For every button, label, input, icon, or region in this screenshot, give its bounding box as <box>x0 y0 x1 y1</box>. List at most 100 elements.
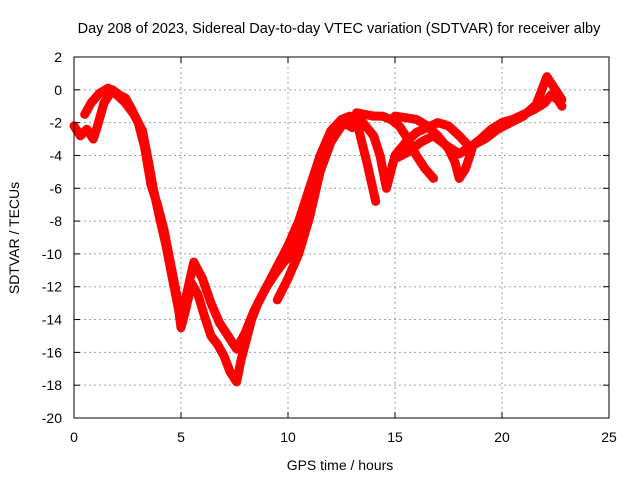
chart-title: Day 208 of 2023, Sidereal Day-to-day VTE… <box>78 21 602 37</box>
x-tick-label: 25 <box>601 429 617 445</box>
data-point <box>76 131 85 140</box>
series-main-track <box>69 85 357 387</box>
y-tick-label: 2 <box>54 49 62 65</box>
data-point <box>95 89 104 98</box>
data-point <box>80 110 89 119</box>
data-point <box>144 159 153 168</box>
data-point <box>468 141 477 150</box>
data-point <box>403 148 412 157</box>
data-point <box>352 108 361 117</box>
data-point <box>376 151 385 160</box>
data-point <box>294 217 303 226</box>
data-point <box>232 377 241 386</box>
data-point <box>219 351 228 360</box>
x-tick-label: 5 <box>177 429 185 445</box>
data-point <box>337 121 346 130</box>
x-tick-label: 15 <box>387 429 403 445</box>
data-point <box>326 138 335 147</box>
data-point <box>450 158 459 167</box>
data-point <box>236 356 245 365</box>
data-point <box>391 154 399 163</box>
data-point <box>249 307 258 316</box>
data-point <box>129 110 138 119</box>
data-point <box>275 258 284 267</box>
tick-layer: 0 5 10 15 20 25-20-18-16-14-12-10-8-6-4-202 <box>42 49 617 445</box>
x-tick-label: 20 <box>494 429 510 445</box>
data-point <box>519 112 528 121</box>
data-point <box>87 98 96 107</box>
data-point <box>361 110 370 119</box>
y-tick-label: 0 <box>54 82 62 98</box>
data-point <box>215 318 224 327</box>
data-point <box>423 121 432 130</box>
data-point <box>273 295 282 304</box>
data-point <box>93 121 102 130</box>
data-point <box>198 274 207 283</box>
data-point <box>412 115 421 124</box>
data-point <box>194 290 203 299</box>
plot-frame <box>73 56 610 419</box>
data-point <box>532 100 541 109</box>
data-point <box>177 323 185 332</box>
data-point <box>391 112 399 121</box>
x-axis-label: GPS time / hours <box>287 457 394 473</box>
series-line <box>352 108 438 183</box>
data-point <box>206 331 215 340</box>
y-tick-label: -12 <box>42 279 62 295</box>
y-tick-label: -18 <box>42 377 62 393</box>
data-point <box>433 118 442 127</box>
y-tick-label: -10 <box>42 246 62 262</box>
data-point <box>121 98 130 107</box>
data-point <box>241 328 250 337</box>
data-point <box>266 274 275 283</box>
data-point <box>455 131 464 140</box>
data-point <box>480 135 489 144</box>
data-point <box>168 274 177 283</box>
data-point <box>429 174 438 183</box>
data-point <box>316 167 325 176</box>
y-tick-label: -6 <box>50 180 63 196</box>
data-point <box>206 299 215 308</box>
data-point <box>305 213 314 222</box>
data-point <box>162 241 171 250</box>
y-tick-label: -4 <box>50 147 63 163</box>
data-point <box>461 164 470 173</box>
data-point <box>181 295 190 304</box>
data-point <box>354 125 363 134</box>
data-point <box>284 274 292 283</box>
series-line <box>80 83 381 354</box>
data-point <box>284 241 292 250</box>
data-point <box>294 249 303 258</box>
data-point <box>551 85 560 94</box>
data-point <box>557 95 566 104</box>
data-point <box>444 121 453 130</box>
data-point <box>382 184 391 193</box>
y-axis-label: SDTVAR / TECUs <box>6 182 22 294</box>
data-point <box>258 290 267 299</box>
series-rising-tail <box>390 72 567 164</box>
data-point <box>99 98 108 107</box>
data-point <box>112 90 121 99</box>
series-line <box>69 85 357 387</box>
data-point <box>412 128 421 137</box>
data-point <box>189 258 198 267</box>
data-point <box>224 331 233 340</box>
data-point <box>455 174 464 183</box>
data-point <box>401 113 410 122</box>
data-point <box>420 164 429 173</box>
series-upper-track <box>80 83 381 354</box>
data-point <box>174 307 183 316</box>
data-point <box>155 213 164 222</box>
data-point <box>371 197 380 206</box>
y-tick-label: -8 <box>50 213 63 229</box>
data-point <box>506 118 515 127</box>
data-point <box>403 135 412 144</box>
data-point <box>369 112 378 121</box>
data-point <box>378 112 387 121</box>
data-point <box>348 115 357 124</box>
data-point <box>540 98 549 107</box>
data-point <box>82 125 91 134</box>
data-point <box>412 151 421 160</box>
data-point <box>416 138 425 147</box>
